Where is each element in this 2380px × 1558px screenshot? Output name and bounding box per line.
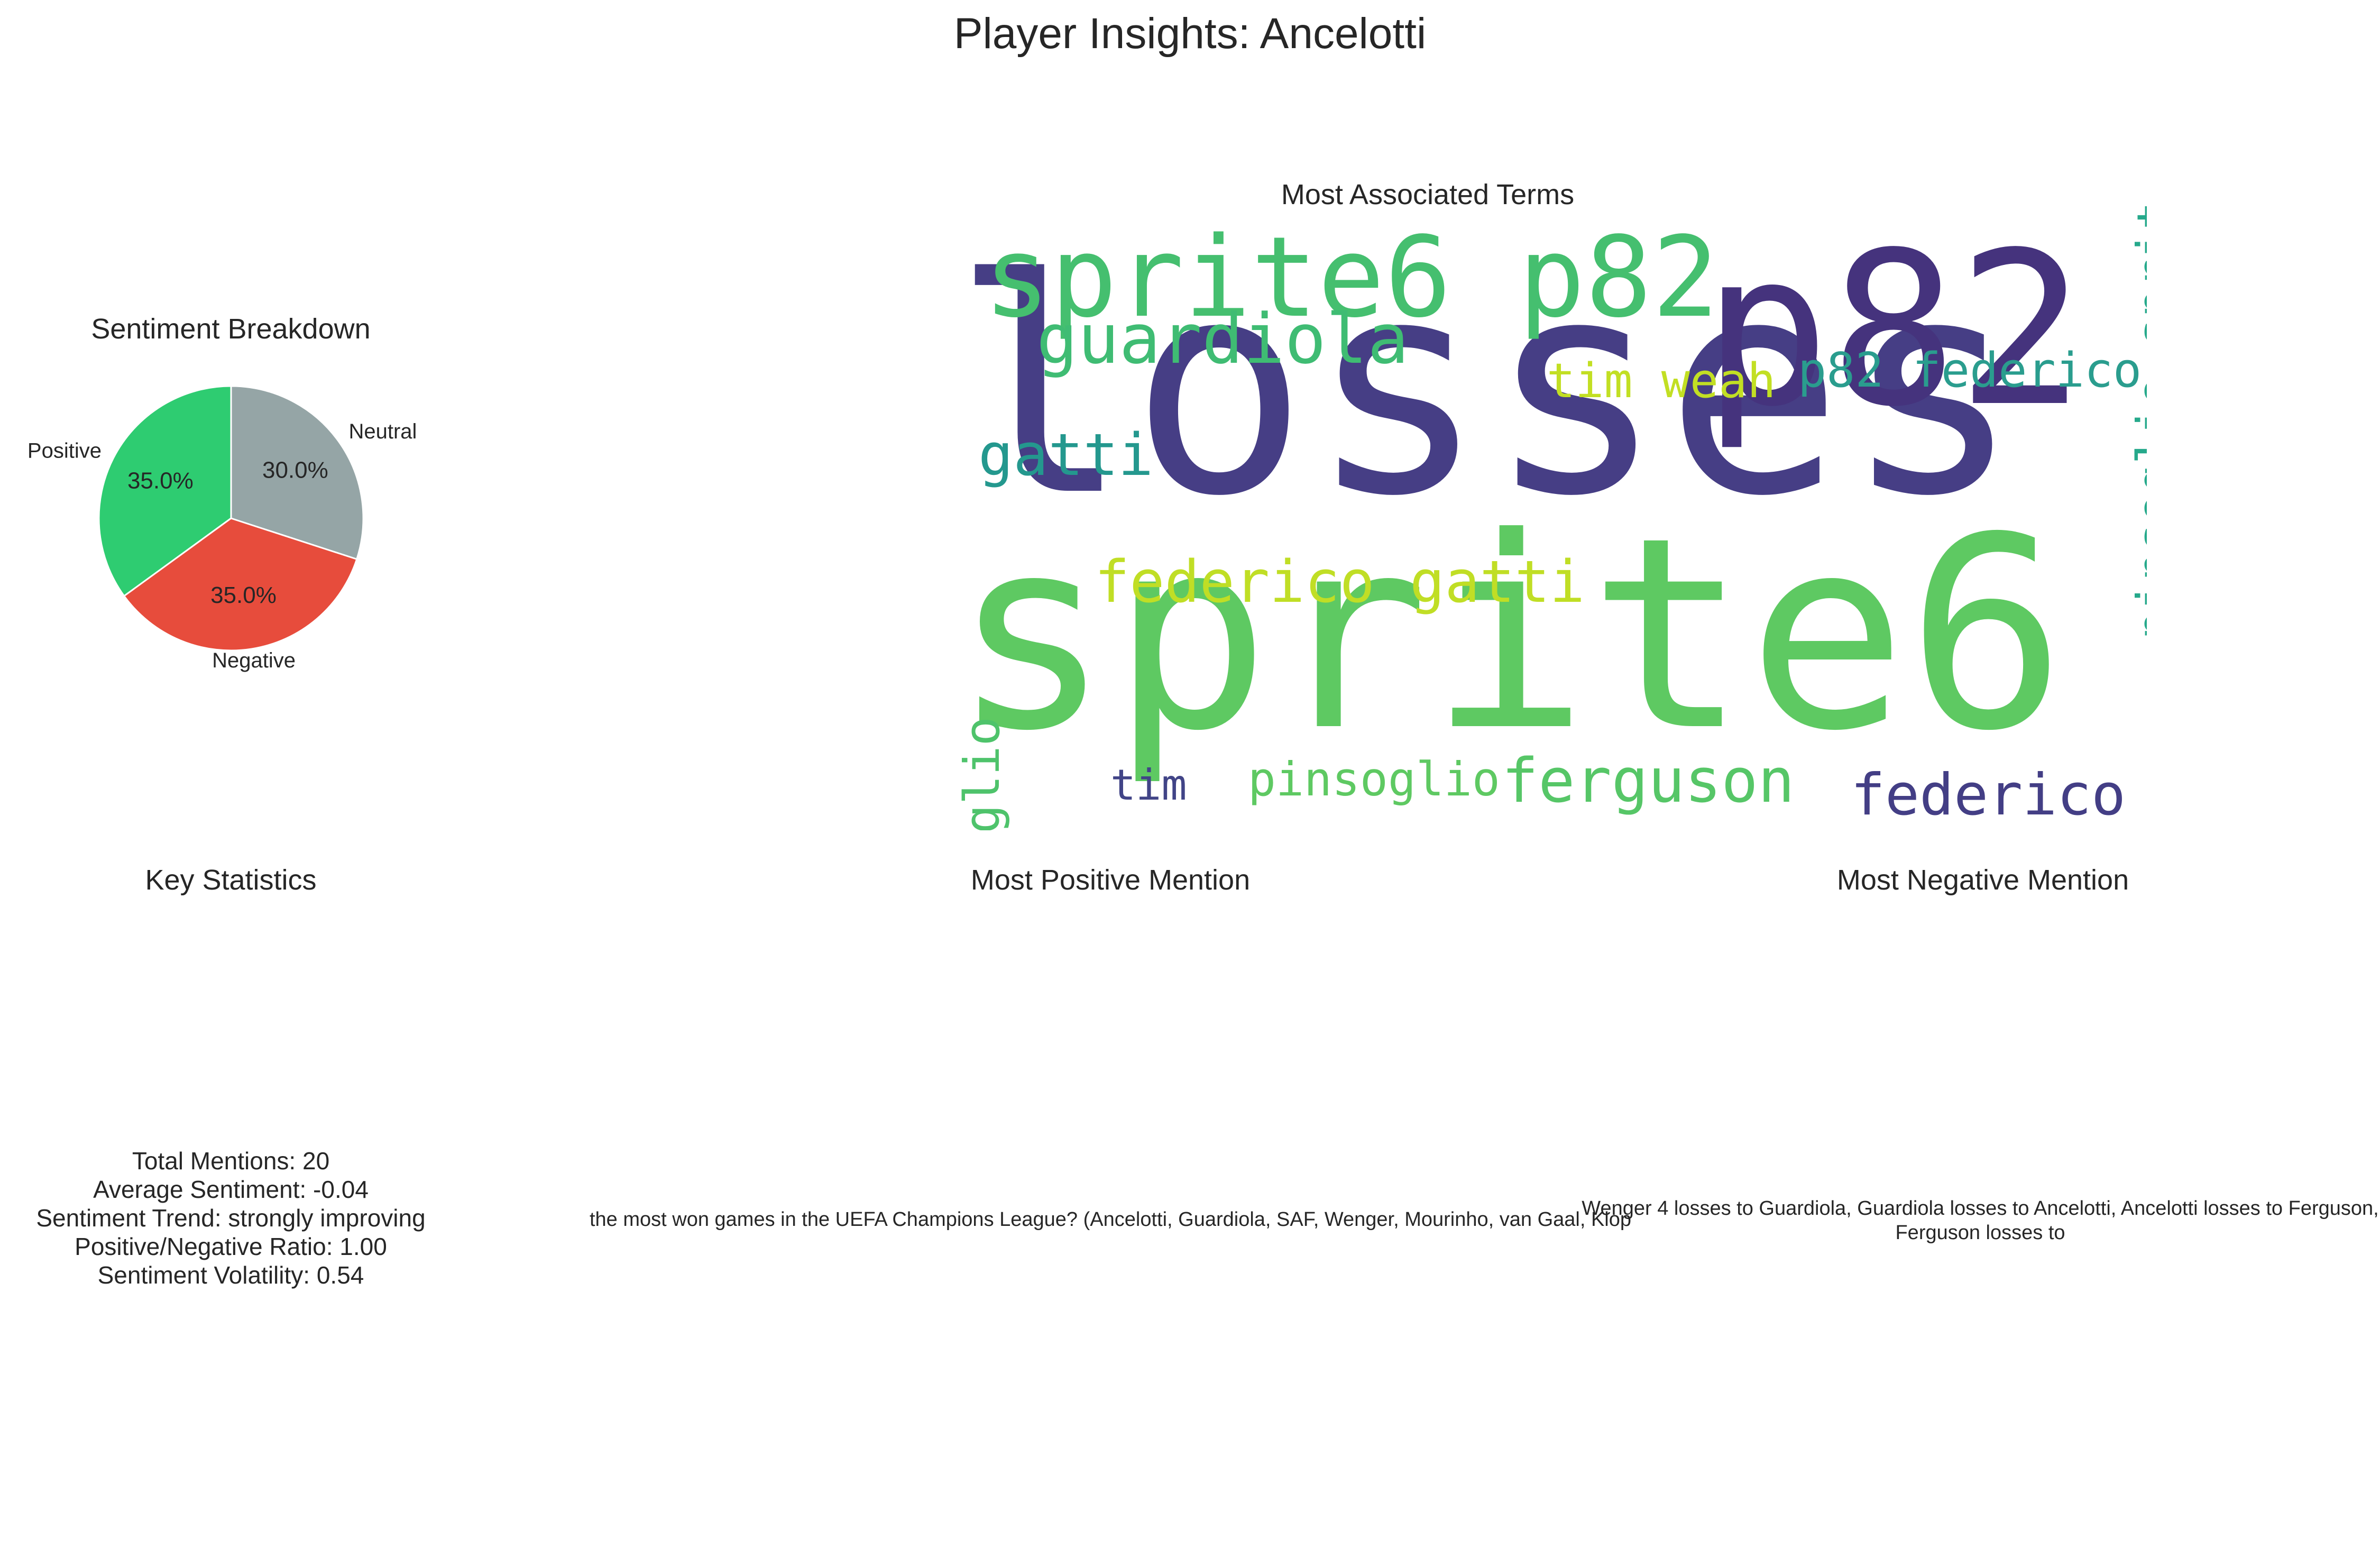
pie-chart-title: Sentiment Breakdown — [91, 313, 371, 345]
word-cloud-term: gatti — [978, 421, 1154, 489]
figure-title: Player Insights: Ancelotti — [953, 10, 1427, 58]
stat-total-mentions: Total Mentions: 20 — [132, 1147, 330, 1175]
word-cloud-term: p82 pinsoglio — [954, 717, 1010, 830]
word-cloud-title: Most Associated Terms — [1281, 179, 1575, 210]
word-cloud-term: losses — [952, 216, 2021, 561]
word-cloud-term: pinsoglio sprite6 — [2127, 206, 2147, 640]
word-cloud-term: guardiola — [1036, 299, 1409, 379]
most-negative-mention-text: Wenger 4 losses to Guardiola, Guardiola … — [1582, 1197, 2379, 1244]
word-cloud-term: tim weah — [1547, 353, 1776, 409]
pie-percent-label: 35.0% — [127, 468, 194, 494]
pie-slices — [98, 385, 364, 652]
pie-category-label: Positive — [27, 439, 102, 463]
pie-percent-label: 30.0% — [262, 457, 328, 483]
key-statistics-title: Key Statistics — [145, 864, 317, 896]
word-cloud: losses sprite6 p82 sprite6 p82 guardiola… — [952, 206, 2147, 830]
pie-category-label: Neutral — [348, 420, 417, 443]
word-cloud-term: sprite6 p82 — [984, 213, 1719, 342]
word-cloud-term: sprite6 — [952, 481, 2066, 789]
word-cloud-term: pinsoglio — [1248, 752, 1500, 807]
pie-slice-neutral — [230, 385, 364, 561]
pie-slice-positive — [98, 385, 232, 598]
most-positive-mention-title: Most Positive Mention — [970, 864, 1251, 896]
pie-labels: 35.0% Positive 35.0% Negative 30.0% Neutral — [27, 420, 417, 672]
stat-sentiment-volatility: Sentiment Volatility: 0.54 — [97, 1261, 364, 1289]
word-cloud-term: tim — [1110, 760, 1187, 810]
stat-sentiment-trend: Sentiment Trend: strongly improving — [36, 1204, 426, 1232]
word-cloud-term: ferguson — [1502, 746, 1795, 817]
most-positive-mention-text: the most won games in the UEFA Champions… — [589, 1208, 1632, 1231]
pie-category-label: Negative — [212, 649, 296, 672]
word-cloud-term: p82 — [1703, 207, 2085, 453]
stat-average-sentiment: Average Sentiment: -0.04 — [93, 1176, 369, 1203]
pie-slice-negative — [123, 517, 358, 652]
word-cloud-term: p82 federico — [1798, 343, 2142, 398]
key-statistics: Total Mentions: 20 Average Sentiment: -0… — [0, 1147, 462, 1289]
word-cloud-term: federico gatti — [1095, 548, 1585, 616]
pie-percent-label: 35.0% — [210, 582, 277, 608]
sentiment-pie-chart: 35.0% Positive 35.0% Negative 30.0% Neutral — [27, 385, 417, 672]
stat-pos-neg-ratio: Positive/Negative Ratio: 1.00 — [75, 1233, 387, 1260]
word-cloud-term: federico — [1851, 762, 2126, 828]
most-negative-mention-title: Most Negative Mention — [1836, 864, 2129, 896]
